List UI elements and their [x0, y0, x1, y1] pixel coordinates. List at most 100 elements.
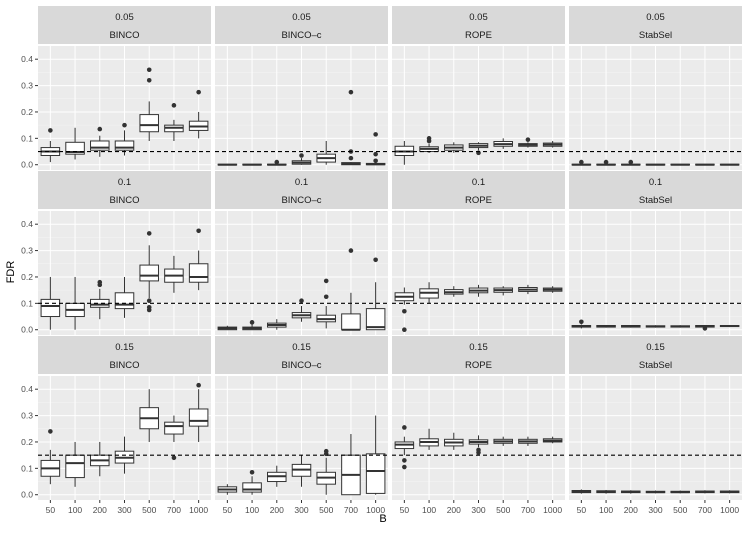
box-iqr: [365, 308, 386, 331]
x-tick-label: 1000: [189, 505, 208, 515]
facet-strip: [215, 6, 388, 44]
y-axis-title: FDR: [5, 261, 17, 284]
box-200: [621, 324, 641, 328]
y-tick-label: 0.2: [21, 107, 33, 117]
outlier-point: [603, 159, 609, 165]
outlier-point: [249, 469, 255, 475]
box-500: [670, 325, 690, 328]
outlier-point: [97, 279, 103, 285]
outlier-point: [171, 103, 177, 108]
box-200: [621, 490, 641, 494]
facet-strip: [215, 336, 388, 374]
box-300: [645, 163, 666, 166]
box-100: [65, 276, 85, 330]
box-iqr: [164, 421, 184, 435]
x-tick-label: 50: [223, 505, 233, 515]
facet-strip-level: 0.1: [472, 177, 485, 188]
box-100: [596, 324, 616, 328]
facet-panel: 0.1 BINCO: [38, 171, 211, 335]
box-50: [217, 484, 238, 495]
box-300: [468, 435, 489, 455]
outlier-point: [196, 228, 201, 234]
facet-panel: 0.05 StabSel: [569, 6, 742, 170]
box-1000: [188, 228, 209, 291]
facet-strip: [38, 336, 211, 374]
box-iqr: [188, 263, 209, 283]
outlier-point: [196, 382, 201, 388]
box-100: [596, 489, 616, 494]
box-700: [164, 415, 184, 461]
box-1000: [365, 415, 386, 495]
box-500: [670, 490, 690, 494]
facet-panel: 0.15 BINCO–c: [215, 336, 388, 500]
box-50: [217, 325, 238, 331]
box-700: [164, 103, 184, 141]
outlier-point: [299, 298, 304, 304]
y-tick-label: 0.4: [21, 219, 33, 229]
outlier-point: [171, 455, 177, 461]
facet-strip-level: 0.1: [118, 177, 131, 188]
x-tick-label: 700: [698, 505, 712, 515]
box-700: [341, 89, 361, 166]
box-300: [468, 284, 489, 297]
y-tick-label: 0.2: [21, 437, 33, 447]
outlier-point: [97, 126, 103, 132]
facet-strip: [392, 6, 565, 44]
facet-panel: 0.1 ROPE: [392, 171, 565, 335]
facet-strip-method: StabSel: [639, 195, 672, 206]
facet-strip-level: 0.15: [115, 342, 134, 353]
y-tick-label: 0.3: [21, 246, 33, 256]
y-tick-label: 0.4: [21, 384, 33, 394]
box-iqr: [65, 141, 85, 155]
y-tick-label: 0.3: [21, 411, 33, 421]
outlier-point: [579, 319, 584, 325]
box-700: [518, 284, 538, 295]
box-50: [217, 163, 238, 166]
facet-strip-level: 0.05: [469, 12, 488, 23]
facet-strip: [569, 6, 742, 44]
box-1000: [542, 140, 563, 148]
facet-strip-method: ROPE: [465, 360, 492, 371]
facet-strip-method: ROPE: [465, 195, 492, 206]
facet-strip: [392, 336, 565, 374]
facet-strip: [215, 171, 388, 209]
outlier-point: [426, 136, 432, 141]
x-tick-label: 500: [319, 505, 333, 515]
x-tick-label: 500: [496, 505, 510, 515]
outlier-point: [402, 327, 407, 333]
box-50: [571, 159, 592, 166]
x-tick-label: 100: [599, 505, 613, 515]
facet-strip-level: 0.05: [115, 12, 134, 23]
box-100: [596, 159, 616, 166]
box-500: [670, 163, 690, 166]
box-300: [291, 298, 312, 322]
box-1000: [365, 257, 386, 331]
outlier-point: [402, 308, 407, 314]
facet-strip-method: BINCO: [109, 30, 139, 41]
box-100: [242, 163, 262, 166]
facet-strip-level: 0.05: [292, 12, 311, 23]
box-700: [341, 248, 361, 331]
facet-strip-level: 0.15: [646, 342, 665, 353]
x-tick-label: 700: [344, 505, 358, 515]
box-200: [267, 159, 287, 166]
outlier-point: [146, 231, 152, 236]
box-iqr: [365, 453, 386, 494]
facet-panel: 0.15 BINCO: [38, 336, 211, 500]
outlier-point: [373, 132, 378, 137]
outlier-point: [702, 326, 708, 331]
box-iqr: [90, 298, 110, 308]
facet-strip-method: StabSel: [639, 360, 672, 371]
outlier-point: [274, 159, 280, 165]
facet-strip-level: 0.1: [295, 177, 308, 188]
box-50: [394, 140, 415, 165]
outlier-point: [196, 89, 201, 95]
box-1000: [719, 490, 740, 494]
x-tick-label: 700: [167, 505, 181, 515]
box-100: [242, 469, 262, 495]
box-300: [114, 276, 135, 318]
y-tick-label: 0.0: [21, 325, 33, 335]
x-tick-label: 700: [521, 505, 535, 515]
box-1000: [542, 286, 563, 293]
